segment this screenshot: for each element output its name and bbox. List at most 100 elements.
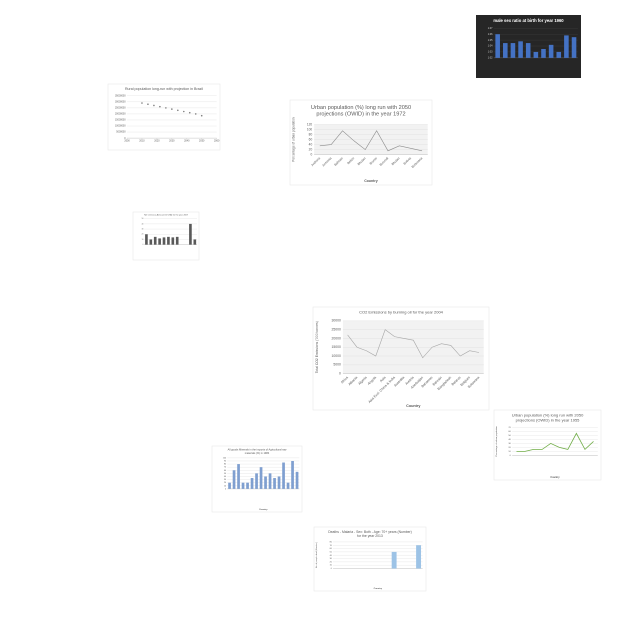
bar — [416, 545, 422, 569]
bar — [237, 464, 240, 489]
y-tick-label: 100 — [223, 457, 227, 459]
plot-area — [144, 218, 198, 245]
y-tick-label: 60 — [330, 548, 333, 550]
y-tick-label: 80 — [224, 464, 227, 466]
bar — [259, 467, 263, 489]
bar — [193, 239, 197, 245]
line — [347, 329, 480, 359]
y-tick-label: 10 — [142, 239, 144, 241]
x-tick-label: 2060 — [214, 140, 220, 143]
y-tick-label: 20 — [330, 561, 333, 563]
bar — [277, 476, 281, 489]
chart: Urban population (%) long run with 2050 p… — [289, 99, 433, 186]
x-tick-label: Bhutan — [391, 156, 401, 166]
bar — [564, 35, 569, 58]
y-tick-label: 20 — [142, 234, 144, 236]
y-tick-label: 15000000 — [115, 119, 126, 122]
x-tick-label: Algeria — [357, 375, 367, 385]
title-line: Deaths - Malaria - Sex: Both - Age: 70+ … — [328, 530, 412, 534]
y-tick-label: 30 — [224, 479, 227, 481]
title-line: Urban population (%) long run with 2050 — [512, 413, 584, 418]
bar — [291, 460, 294, 489]
y-tick-label: 50 — [330, 551, 333, 553]
point — [194, 113, 197, 115]
bar — [167, 236, 170, 245]
y-tick-label: 5000 — [333, 363, 341, 367]
chart: Rural population long-run with projectio… — [107, 83, 221, 151]
y-tick-label: 80 — [330, 541, 333, 543]
bar — [264, 476, 267, 489]
chart: All goods Minerals in the imports of Agr… — [211, 445, 303, 513]
y-tick-label: 30000 — [331, 319, 341, 323]
y-tick-label: 40 — [309, 142, 313, 146]
y-tick-label: 35000000 — [115, 94, 126, 97]
y-tick-label: 1.03 — [488, 51, 493, 54]
x-tick-label: 2000 — [124, 140, 130, 143]
y-tick-label: 0 — [142, 244, 143, 246]
bar — [255, 473, 258, 489]
point — [165, 107, 167, 109]
point — [171, 108, 173, 110]
bar — [171, 237, 175, 245]
x-axis-label: Country — [550, 476, 560, 479]
point — [200, 114, 203, 117]
bar — [250, 478, 254, 489]
y-tick-label: 40 — [224, 476, 227, 478]
chart-title: Rural population long-run with projectio… — [125, 87, 203, 91]
y-tick-label: 80 — [309, 132, 313, 136]
x-tick-label: Bahrain — [432, 375, 443, 386]
y-tick-label: 30 — [330, 558, 333, 560]
x-tick-label: 2020 — [154, 140, 160, 143]
bar — [228, 482, 231, 489]
bar — [232, 470, 236, 489]
y-tick-label: 15000 — [331, 345, 341, 349]
x-tick-label: Angola — [367, 375, 377, 385]
y-tick-label: 50 — [224, 473, 227, 475]
y-tick-label: 1.06 — [488, 33, 493, 36]
x-tick-label: Belarus — [451, 375, 462, 386]
point — [153, 104, 155, 107]
bar — [548, 44, 554, 58]
y-tick-label: 50 — [508, 435, 511, 437]
bar — [556, 51, 562, 58]
line — [319, 130, 423, 152]
chart-title: male sex ratio at birth for year 1960 — [493, 18, 564, 23]
y-tick-label: 0 — [124, 137, 126, 140]
chart-title: Urban population (%) long run with 2050 p… — [512, 413, 584, 423]
bar — [145, 234, 148, 245]
y-tick-label: 1.05 — [488, 39, 493, 42]
x-tick-label: Andorra — [310, 156, 321, 167]
bar — [503, 43, 508, 58]
y-tick-label: 90 — [224, 461, 227, 463]
x-tick-label: Bhutan — [357, 156, 367, 166]
title-line: materials (%) in 1984 — [245, 450, 270, 454]
bar — [286, 482, 290, 489]
bar — [533, 51, 539, 58]
x-tick-label: Bahrain — [333, 156, 344, 167]
x-tick-label: Bolivia — [403, 156, 413, 166]
y-tick-label: 30 — [142, 228, 144, 230]
bar — [158, 238, 161, 245]
y-tick-label: 70 — [224, 467, 227, 469]
point — [182, 110, 185, 113]
x-tick-label: Burundi — [379, 156, 390, 167]
y-tick-label: 60 — [309, 137, 313, 141]
y-tick-label: 10000 — [331, 354, 341, 358]
bar — [162, 237, 166, 245]
y-tick-label: 20 — [309, 147, 313, 151]
bar — [495, 34, 500, 58]
y-tick-label: 1.02 — [488, 56, 493, 59]
bar — [391, 551, 397, 569]
bar — [525, 43, 531, 58]
x-tick-label: Albania — [348, 375, 359, 386]
bar — [510, 43, 516, 58]
chart: Net Overseas Aid (current US$) for the y… — [132, 211, 200, 261]
chart: Deaths - Malaria - Sex: Both - Age: 70+ … — [313, 526, 427, 592]
x-tick-label: 2010 — [139, 140, 145, 143]
title-line: Urban population (%) long run with 2050 — [311, 105, 411, 111]
y-tick-label: 1.04 — [488, 45, 493, 48]
y-tick-label: 10 — [508, 451, 511, 453]
chart-title: Urban population (%) long run with 2050 p… — [311, 105, 411, 118]
y-tick-label: 100 — [307, 127, 313, 131]
